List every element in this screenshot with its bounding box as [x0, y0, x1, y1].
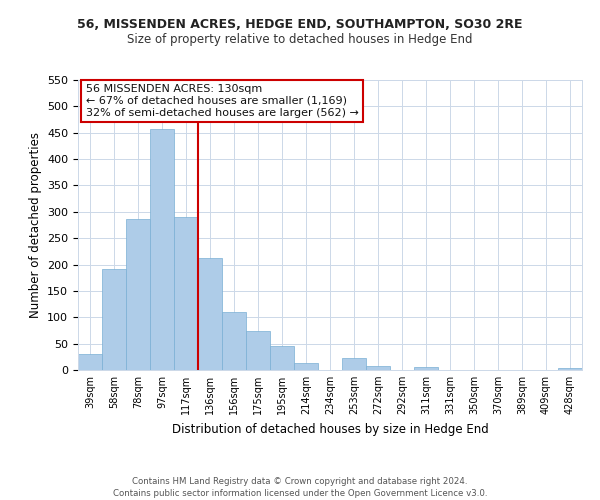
Bar [174, 216, 198, 370]
Text: 56 MISSENDEN ACRES: 130sqm
← 67% of detached houses are smaller (1,169)
32% of s: 56 MISSENDEN ACRES: 130sqm ← 67% of deta… [86, 84, 358, 117]
Text: 56, MISSENDEN ACRES, HEDGE END, SOUTHAMPTON, SO30 2RE: 56, MISSENDEN ACRES, HEDGE END, SOUTHAMP… [77, 18, 523, 30]
Text: Size of property relative to detached houses in Hedge End: Size of property relative to detached ho… [127, 32, 473, 46]
X-axis label: Distribution of detached houses by size in Hedge End: Distribution of detached houses by size … [172, 422, 488, 436]
Bar [558, 368, 582, 370]
Bar [126, 218, 150, 370]
Bar [414, 368, 438, 370]
Bar [198, 258, 222, 370]
Bar [150, 128, 174, 370]
Bar [294, 363, 318, 370]
Bar [270, 346, 294, 370]
Bar [102, 269, 126, 370]
Text: Contains HM Land Registry data © Crown copyright and database right 2024.
Contai: Contains HM Land Registry data © Crown c… [113, 476, 487, 498]
Y-axis label: Number of detached properties: Number of detached properties [29, 132, 41, 318]
Bar [366, 366, 390, 370]
Bar [222, 312, 246, 370]
Bar [78, 354, 102, 370]
Bar [246, 331, 270, 370]
Bar [342, 358, 366, 370]
